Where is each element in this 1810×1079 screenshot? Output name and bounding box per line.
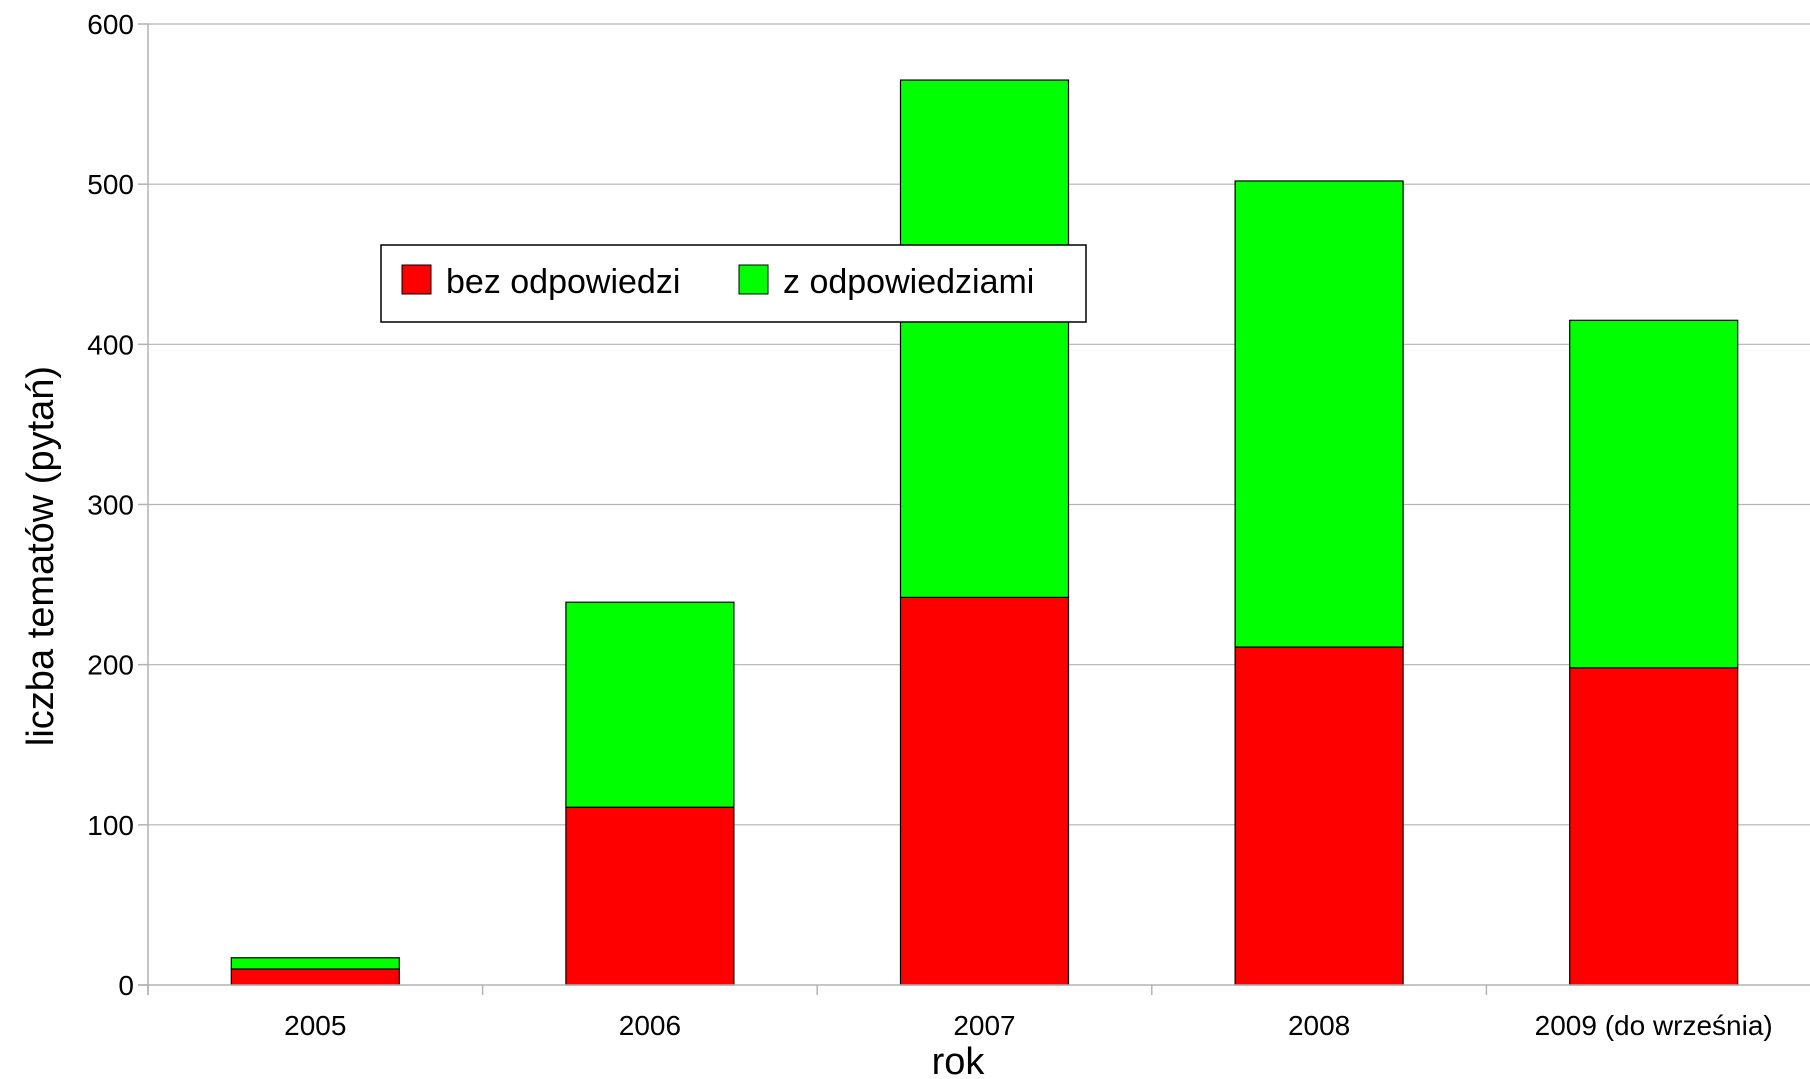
axes [138,23,1810,995]
y-tick-label: 300 [87,490,134,521]
x-tick-label: 2006 [619,1010,681,1041]
bars [230,79,1739,986]
legend-label-bez-odpowiedzi: bez odpowiedzi [446,263,680,301]
legend-swatch-z-odpowiedziami [738,264,769,295]
x-tick-label: 2007 [953,1010,1015,1041]
bar-z-odpowiedziami-2009-do-wrze-nia [1569,319,1739,669]
legend-swatch-bez-odpowiedzi [401,264,432,295]
bar-bez-odpowiedzi-2009-do-wrze-nia [1569,667,1739,986]
y-tick-label: 200 [87,650,134,681]
bar-z-odpowiedziami-2007 [899,79,1070,598]
y-tick-label: 400 [87,329,134,360]
y-tick-labels: 0 100 200 300 400 500 600 [87,9,134,1001]
y-tick-label: 500 [87,169,134,200]
y-tick-label: 600 [87,9,134,40]
x-tick-label: 2008 [1288,1010,1350,1041]
x-tick-label: 2005 [284,1010,346,1041]
legend-box [380,244,1087,323]
bar-bez-odpowiedzi-2006 [565,806,735,986]
x-axis-title: rok [932,1041,986,1079]
bar-z-odpowiedziami-2008 [1234,180,1404,648]
bar-z-odpowiedziami-2005 [230,957,400,970]
y-tick-label: 0 [118,970,134,1001]
bar-bez-odpowiedzi-2008 [1234,646,1404,986]
legend-label-z-odpowiedziami: z odpowiedziami [783,263,1034,301]
x-tick-labels: 2005 2006 2007 2008 2009 (do września) [284,1010,1773,1041]
y-tick-label: 100 [87,810,134,841]
x-tick-label: 2009 (do września) [1535,1010,1773,1041]
bar-bez-odpowiedzi-2007 [899,596,1070,986]
legend: bez odpowiedzi z odpowiedziami [380,244,1087,323]
bar-bez-odpowiedzi-2005 [230,968,400,986]
y-axis-title: liczba tematów (pytań) [20,366,62,746]
bar-z-odpowiedziami-2006 [565,601,735,808]
